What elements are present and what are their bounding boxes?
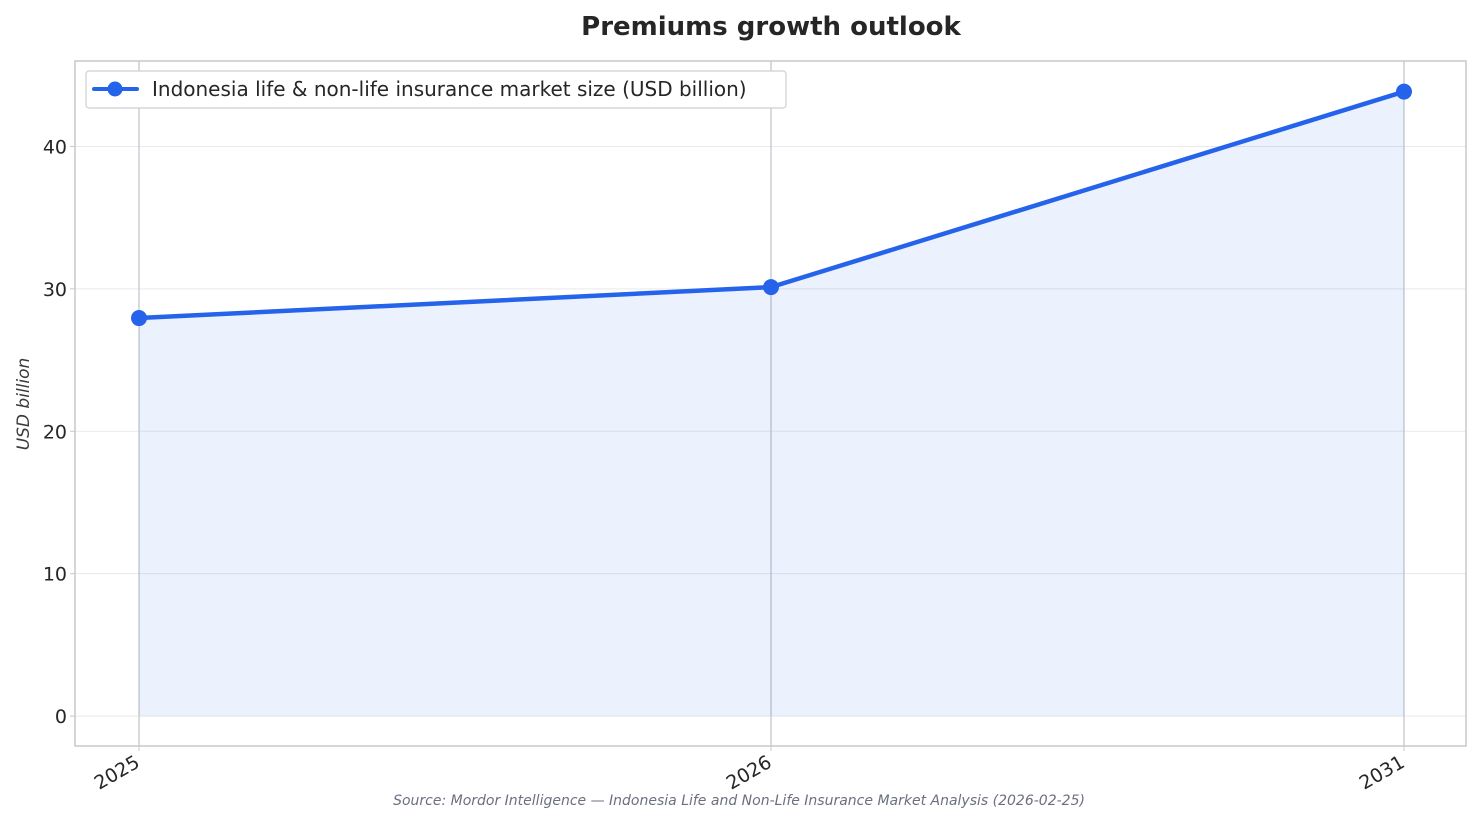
y-tick-label: 30 <box>43 279 67 301</box>
grid-layer <box>75 61 1466 746</box>
points-layer <box>131 83 1412 327</box>
legend-label: Indonesia life & non-life insurance mark… <box>152 77 747 101</box>
area-layer <box>139 91 1404 717</box>
data-point[interactable] <box>131 310 147 327</box>
data-point[interactable] <box>763 279 779 296</box>
y-tick-label: 10 <box>43 564 67 586</box>
x-tick-label: 2031 <box>1356 751 1409 794</box>
y-tick-labels: 0 10 20 30 40 <box>43 136 75 728</box>
chart-title: Premiums growth outlook <box>581 12 961 42</box>
y-axis-label: USD billion <box>14 358 34 451</box>
y-tick-label: 40 <box>43 136 67 158</box>
legend[interactable]: Indonesia life & non-life insurance mark… <box>85 70 787 109</box>
x-tick-label: 2026 <box>723 751 776 794</box>
data-point[interactable] <box>1396 83 1412 100</box>
x-tick-label: 2025 <box>91 751 144 794</box>
x-tick-labels: 2025 2026 2031 <box>91 746 1409 795</box>
legend-box <box>85 70 787 109</box>
source-note: Source: Mordor Intelligence — Indonesia … <box>393 793 1085 809</box>
legend-marker <box>107 81 123 97</box>
y-tick-label: 20 <box>43 421 67 443</box>
y-tick-label: 0 <box>55 706 67 728</box>
series-area <box>139 91 1404 717</box>
